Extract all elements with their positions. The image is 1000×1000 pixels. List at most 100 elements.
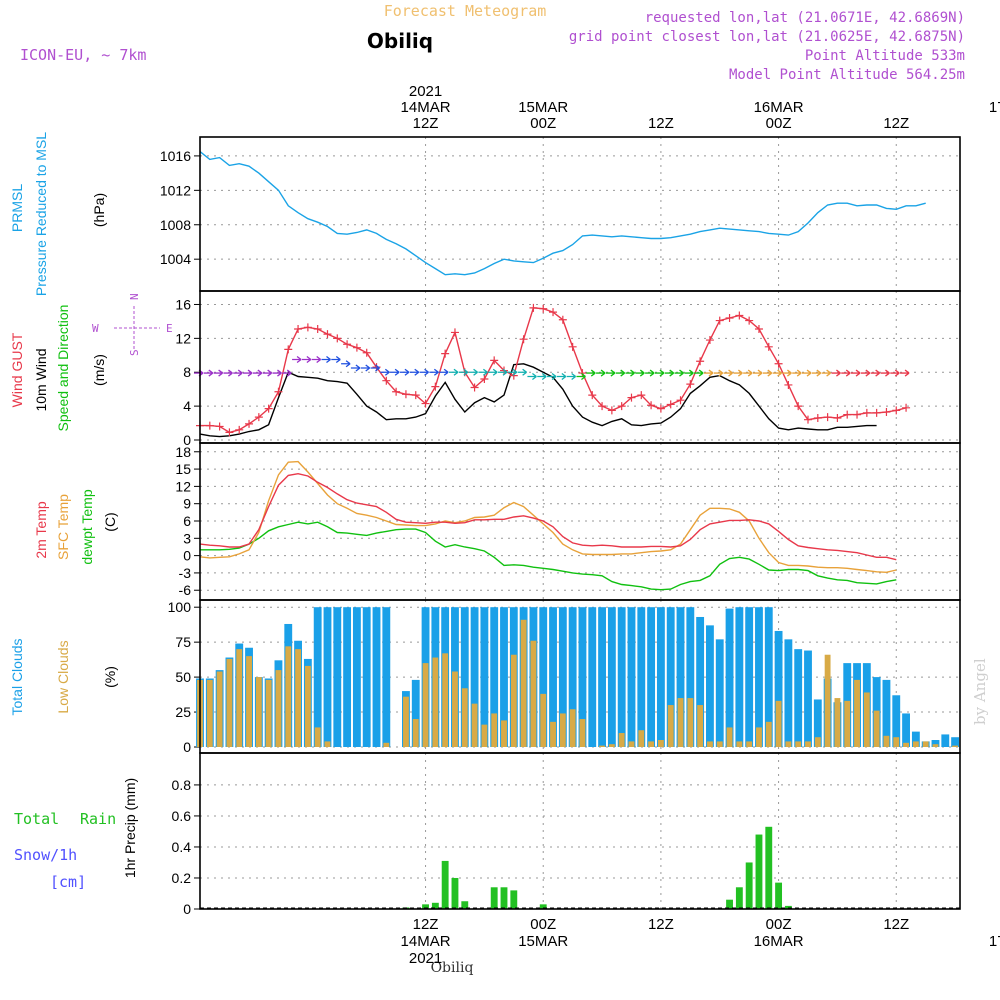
gust-marker: [833, 413, 842, 422]
gust-marker: [323, 330, 332, 339]
y-tick-label: 6: [183, 513, 191, 529]
wind-direction-arrow: [488, 368, 498, 376]
total-cloud-bar: [362, 607, 371, 747]
wind-direction-arrow: [556, 372, 567, 380]
gust-marker: [607, 406, 616, 415]
y-tick-label: -6: [179, 582, 192, 598]
low-cloud-bar: [687, 698, 694, 747]
y-tick-label: 100: [168, 599, 192, 615]
low-cloud-bar: [844, 700, 851, 747]
label-rain: Rain: [80, 810, 116, 828]
gust-marker: [882, 408, 891, 417]
total-cloud-bar: [372, 607, 381, 747]
low-cloud-bar: [540, 693, 547, 747]
wind-direction-arrow: [252, 369, 263, 377]
wind-direction-arrow: [615, 369, 626, 377]
y-tick-label: 50: [175, 669, 191, 685]
low-cloud-bar: [657, 740, 664, 747]
low-cloud-bar: [265, 679, 272, 747]
rain-bar: [775, 882, 783, 909]
total-cloud-bar: [627, 607, 636, 747]
low-cloud-bar: [932, 744, 939, 747]
wind-direction-arrow: [743, 369, 753, 377]
gust-marker: [862, 408, 871, 417]
wind-direction-arrow: [625, 369, 635, 377]
ylabel-sfc: SFC Temp: [55, 494, 71, 560]
gust-marker: [588, 391, 597, 400]
gust-marker: [853, 410, 862, 419]
y-tick-label: 0: [183, 548, 191, 564]
total-cloud-bar: [588, 607, 597, 747]
wind-direction-arrow: [811, 369, 822, 377]
total-cloud-bar: [902, 713, 910, 747]
gust-marker: [284, 345, 293, 354]
ylabel-c: (C): [102, 512, 118, 531]
total-cloud-bar: [539, 607, 548, 747]
wind-direction-arrow: [360, 364, 371, 372]
wind-direction-arrow: [311, 356, 322, 364]
wind-direction-arrow: [458, 368, 469, 376]
total-cloud-bar: [941, 734, 950, 747]
total-cloud-bar: [911, 731, 920, 747]
total-cloud-bar: [882, 679, 891, 747]
rain-bar: [451, 877, 459, 909]
low-cloud-bar: [824, 654, 831, 747]
gust-marker: [431, 382, 440, 391]
panel-3: 0 25 50 75 100: [168, 599, 960, 755]
y-tick-label: -3: [179, 565, 192, 581]
total-cloud-bar: [480, 607, 489, 747]
wind-direction-arrow: [890, 369, 900, 377]
wind-direction-arrow: [772, 369, 782, 377]
wind-direction-arrow: [880, 369, 890, 377]
wind-direction-arrow: [350, 364, 361, 372]
wind-direction-arrow: [576, 372, 586, 380]
gust-marker: [754, 325, 763, 334]
gust-marker: [205, 421, 214, 430]
total-cloud-bar: [549, 607, 557, 747]
low-cloud-bar: [863, 692, 870, 747]
gust-marker: [509, 371, 518, 380]
wind-direction-arrow: [380, 368, 390, 376]
low-cloud-bar: [491, 713, 498, 747]
wind-direction-arrow: [498, 368, 508, 376]
low-cloud-bar: [216, 671, 223, 747]
rain-bar: [510, 890, 518, 909]
gust-marker: [794, 402, 803, 411]
low-cloud-bar: [510, 654, 517, 747]
compass-cross: [114, 306, 160, 350]
y-tick-label: 16: [175, 296, 191, 312]
gust-marker: [470, 383, 479, 392]
low-cloud-bar: [697, 705, 704, 747]
low-cloud-bar: [873, 710, 880, 747]
top-time-label: 12Z: [413, 115, 439, 132]
top-time-label: 2021: [409, 83, 442, 100]
wind-direction-arrow: [262, 369, 273, 377]
gust-marker: [764, 342, 773, 351]
y-tick-label: 1016: [160, 148, 191, 164]
total-cloud-bar: [892, 695, 901, 747]
y-tick-label: 0.8: [172, 777, 192, 793]
gust-marker: [235, 425, 244, 434]
low-cloud-bar: [236, 649, 243, 747]
low-cloud-bar: [893, 737, 900, 747]
low-cloud-bar: [834, 698, 841, 747]
wind-direction-arrow: [537, 372, 547, 380]
gust-marker: [264, 404, 273, 413]
wind-direction-arrow: [635, 369, 645, 377]
rain-bar: [431, 902, 439, 909]
rain-bar: [784, 905, 792, 909]
rain-bar: [726, 899, 733, 909]
total-cloud-bar: [804, 650, 812, 747]
bottom-time-label: 12Z: [648, 916, 674, 933]
total-cloud-bar: [755, 607, 763, 747]
total-cloud-bar: [598, 607, 606, 747]
wind-direction-arrow: [684, 369, 694, 377]
total-cloud-bar: [951, 737, 960, 747]
rain-bar: [539, 904, 547, 909]
low-cloud-bar: [275, 670, 282, 747]
gust-marker: [666, 400, 675, 409]
low-cloud-bar: [746, 741, 753, 747]
gust-marker: [568, 342, 577, 351]
wind-direction-arrow: [213, 369, 224, 377]
